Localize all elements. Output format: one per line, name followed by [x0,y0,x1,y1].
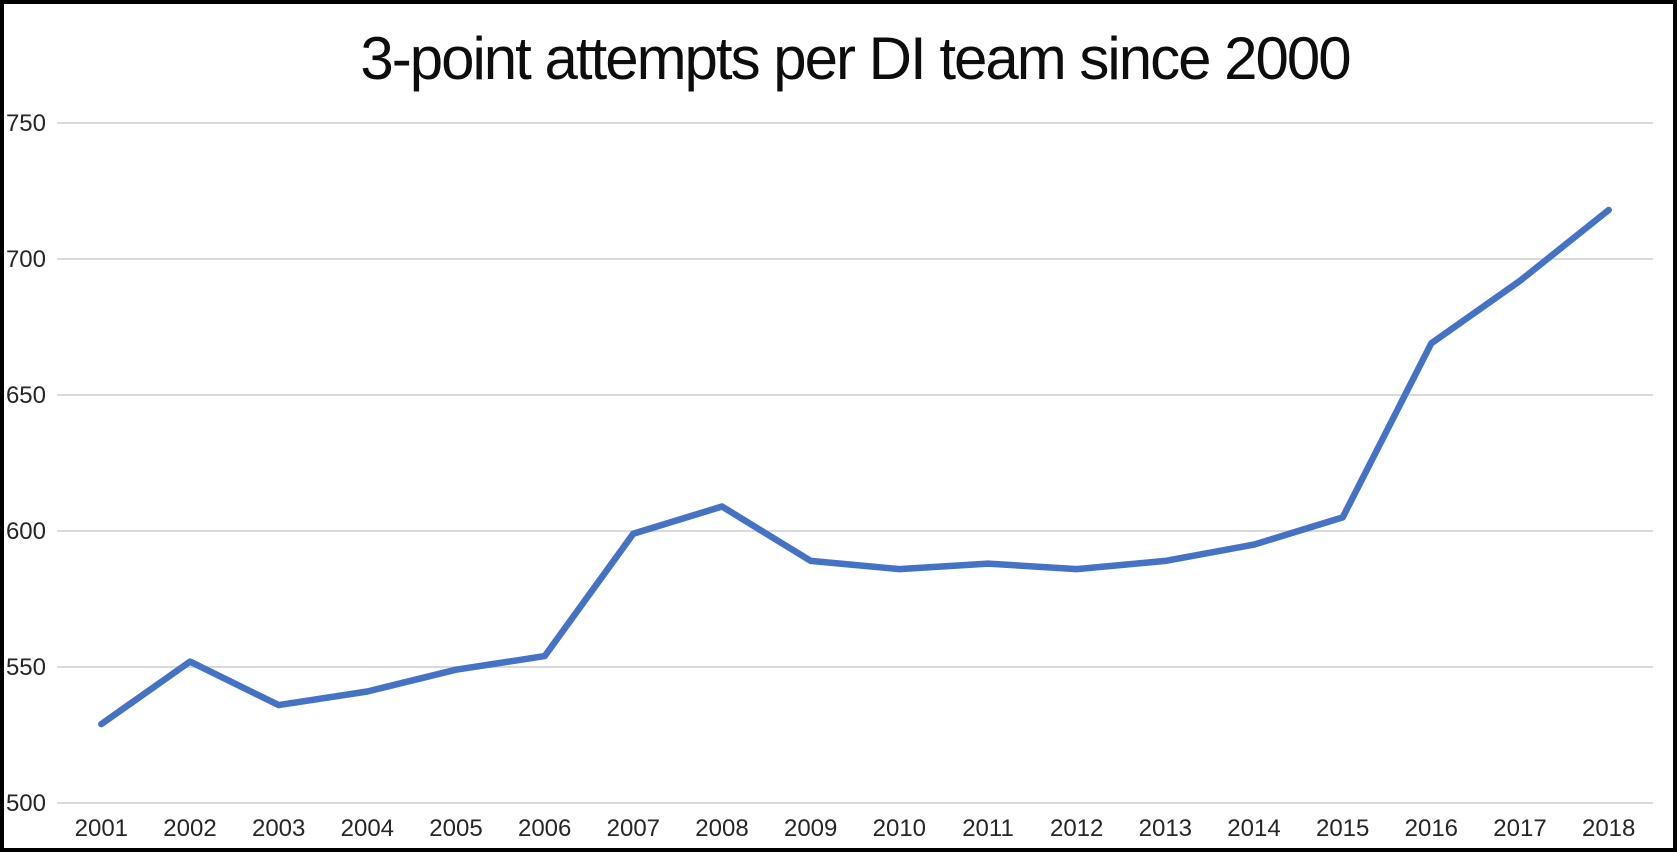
x-axis-tick-label: 2015 [1316,815,1369,842]
x-axis-tick-label: 2002 [163,815,216,842]
x-axis-tick-label: 2011 [962,815,1014,842]
x-axis-tick-label: 2008 [695,815,748,842]
data-line-series [98,206,1612,728]
y-axis-tick-label: 700 [6,246,46,273]
x-axis-tick-label: 2005 [429,815,482,842]
x-axis-tick-label: 2018 [1582,815,1635,842]
x-axis-tick-label: 2004 [341,815,394,842]
y-axis-tick-label: 650 [6,382,46,409]
x-axis-tick-label: 2009 [784,815,837,842]
y-axis-tick-label: 750 [6,110,46,137]
x-axis-tick-label: 2001 [75,815,128,842]
x-axis-tick-label: 2006 [518,815,571,842]
chart-title: 3-point attempts per DI team since 2000 [360,25,1351,92]
y-axis-tick-label: 600 [6,518,46,545]
y-axis-tick-label: 500 [6,790,46,817]
x-axis-tick-label: 2012 [1050,815,1103,842]
x-axis-tick-label: 2016 [1405,815,1458,842]
x-axis-tick-label: 2013 [1139,815,1192,842]
x-axis-tick-label: 2017 [1493,815,1546,842]
x-axis-tick-label: 2007 [607,815,660,842]
y-axis-tick-label: 550 [6,654,46,681]
x-axis-tick-label: 2014 [1227,815,1280,842]
x-axis-tick-label: 2003 [252,815,305,842]
x-axis-tick-label: 2010 [873,815,926,842]
